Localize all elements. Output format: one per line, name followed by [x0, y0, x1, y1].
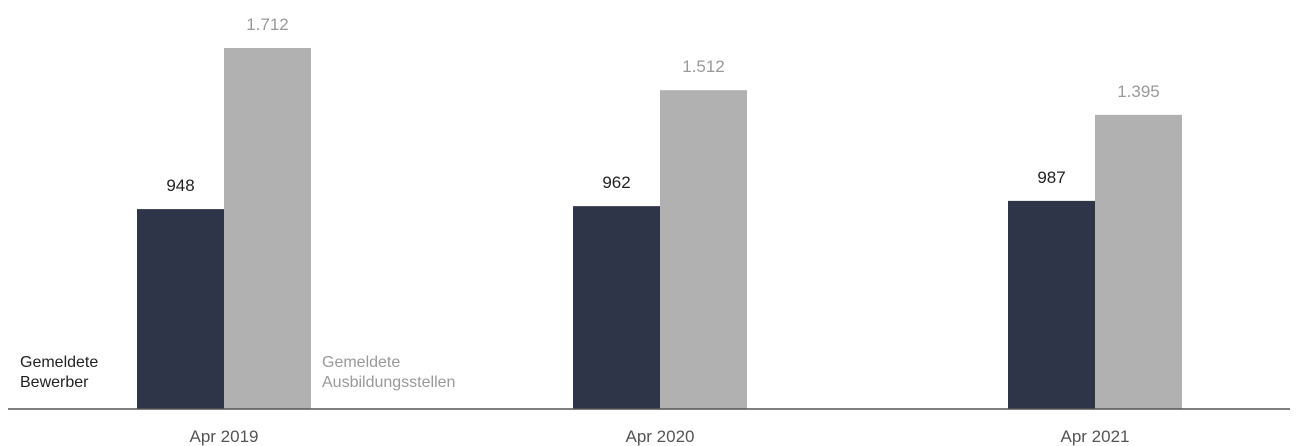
x-tick-label-2: Apr 2021: [1061, 427, 1130, 446]
series-label-ausbildungsstellen: Gemeldete Ausbildungsstellen: [322, 354, 456, 391]
bar-bewerber-1: [573, 206, 660, 409]
x-tick-labels-group: Apr 2019 Apr 2020 Apr 2021: [190, 427, 1130, 446]
value-label-ausbildungsstellen-0: 1.712: [246, 15, 289, 34]
series-label-bewerber: Gemeldete Bewerber: [20, 354, 99, 391]
x-tick-label-0: Apr 2019: [190, 427, 259, 446]
bar-bewerber-2: [1008, 200, 1095, 409]
value-labels-group: 948 1.712 962 1.512 987 1.395: [166, 15, 1159, 195]
bar-ausbildungsstellen-1: [660, 90, 747, 409]
value-label-bewerber-0: 948: [166, 176, 194, 195]
value-label-bewerber-2: 987: [1037, 168, 1065, 187]
x-tick-label-1: Apr 2020: [626, 427, 695, 446]
value-label-ausbildungsstellen-2: 1.395: [1117, 82, 1160, 101]
bar-ausbildungsstellen-2: [1095, 114, 1182, 409]
value-label-ausbildungsstellen-1: 1.512: [682, 57, 725, 76]
bar-bewerber-0: [137, 209, 224, 409]
bar-ausbildungsstellen-0: [224, 48, 311, 409]
value-label-bewerber-1: 962: [602, 173, 630, 192]
bars-group: [137, 48, 1182, 409]
